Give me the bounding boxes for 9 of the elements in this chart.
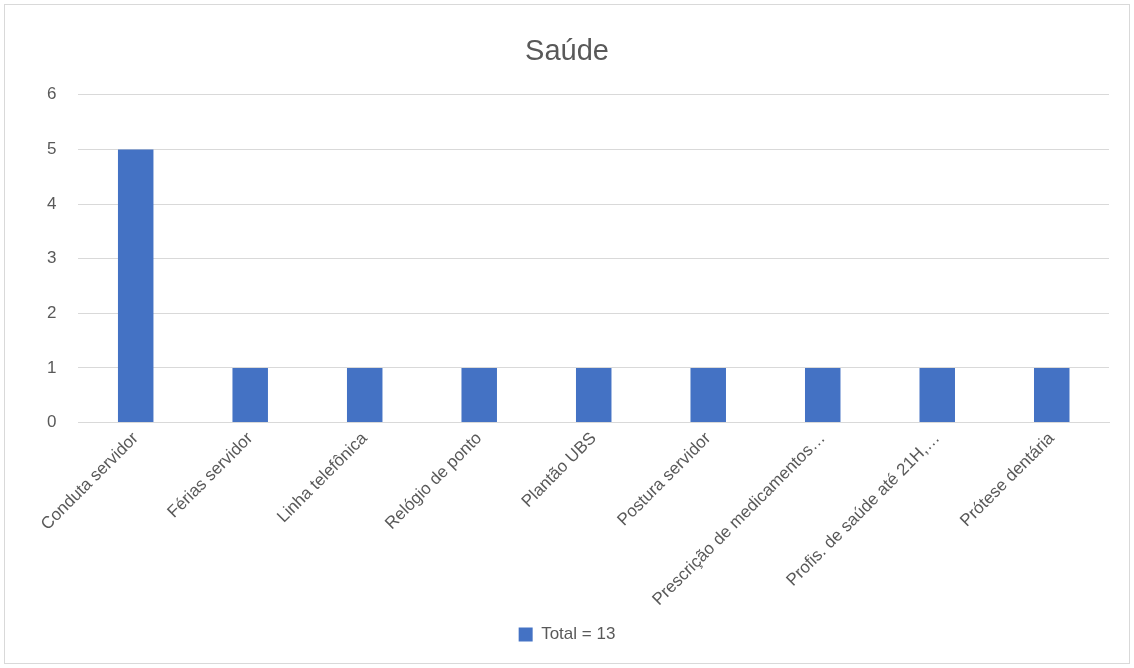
chart-title: Saúde bbox=[525, 34, 609, 67]
y-tick-label: 1 bbox=[46, 357, 57, 377]
y-tick-label: 6 bbox=[46, 84, 57, 104]
y-tick-label: 4 bbox=[46, 193, 57, 213]
y-tick-label: 3 bbox=[46, 248, 57, 268]
y-tick-label: 5 bbox=[46, 139, 57, 159]
y-tick-label: 2 bbox=[46, 302, 57, 322]
legend-label: Total = 13 bbox=[541, 624, 616, 644]
y-tick-label: 0 bbox=[46, 412, 57, 432]
